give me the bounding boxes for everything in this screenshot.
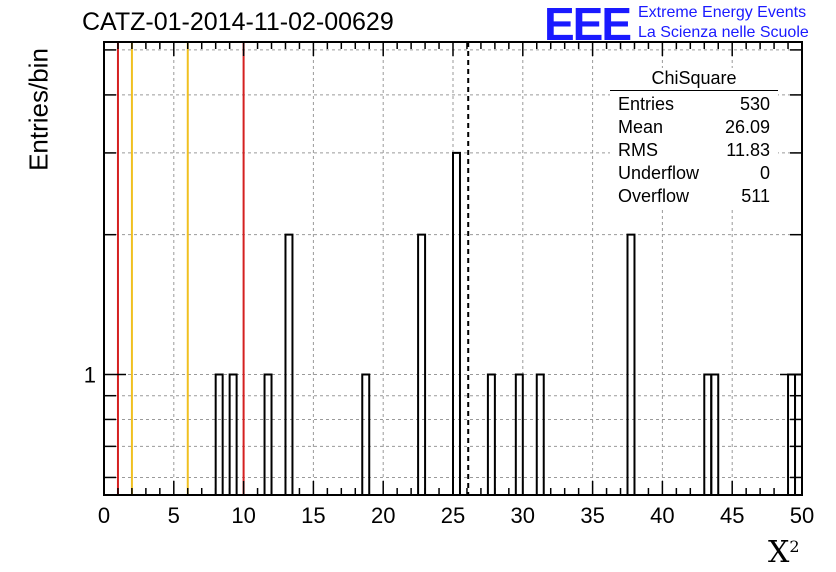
stats-row: Entries 530 [610,93,778,116]
stats-value: 0 [759,163,770,183]
stats-box: ChiSquare Entries 530 Mean 26.09 RMS 11.83 … [610,68,778,208]
x-axis-label-superscript: 2 [789,537,800,556]
x-tick-label: 50 [790,503,814,528]
x-tick-label: 15 [301,503,325,528]
histogram-bin [703,373,713,495]
stats-row: Mean 26.09 [610,116,778,139]
histogram-bin [361,373,371,495]
x-tick-label: 10 [231,503,255,528]
stats-row: Underflow 0 [610,162,778,185]
histogram-bin [710,373,720,495]
y-tick-label: 1 [84,362,96,387]
histogram-bin [228,373,238,495]
stats-value: 511 [741,186,770,206]
eee-logo: EEE [544,0,632,50]
x-tick-label: 25 [441,503,465,528]
histogram-bin [626,233,636,495]
logo-caption-line2: La Scienza nelle Scuole [638,24,809,41]
histogram-bin [452,151,461,495]
x-tick-label: 40 [650,503,674,528]
x-tick-label: 45 [720,503,744,528]
x-tick-label: 30 [511,503,535,528]
stats-value: 26.09 [724,117,770,137]
stats-value: 530 [739,94,770,114]
stats-row: RMS 11.83 [610,139,778,162]
stats-value: 11.83 [726,140,770,160]
stats-row: Overflow 511 [610,185,778,208]
stats-label: Overflow [618,186,690,206]
x-tick-label: 5 [168,503,180,528]
histogram-bin [263,373,273,495]
x-tick-label: 0 [98,503,110,528]
bars-layer [214,151,803,495]
histogram-bin [535,373,545,495]
reference-lines-layer [116,42,470,495]
stats-label: Entries [618,94,675,114]
stats-title: ChiSquare [610,68,778,91]
x-tick-label: 20 [371,503,395,528]
histogram-bin [486,373,496,495]
stats-label: Underflow [618,163,700,183]
y-axis-label: Entries/bin [23,48,54,171]
x-axis-label-base: X [768,535,790,570]
histogram-bin [284,233,294,495]
logo-caption-line1: Extreme Energy Events [638,4,807,21]
histogram-bin [417,233,427,495]
x-tick-label: 35 [580,503,604,528]
tick-labels-layer: 0 5 10 15 20 25 30 35 40 45 50 1 [84,362,814,528]
chart-title: CATZ-01-2014-11-02-00629 [82,8,394,36]
stats-label: RMS [618,140,658,160]
axis-ticks-layer [103,42,803,495]
histogram-bin [214,373,224,495]
x-axis-label: X2 [768,535,800,570]
histogram-bin [514,373,524,495]
stats-label: Mean [618,117,664,137]
